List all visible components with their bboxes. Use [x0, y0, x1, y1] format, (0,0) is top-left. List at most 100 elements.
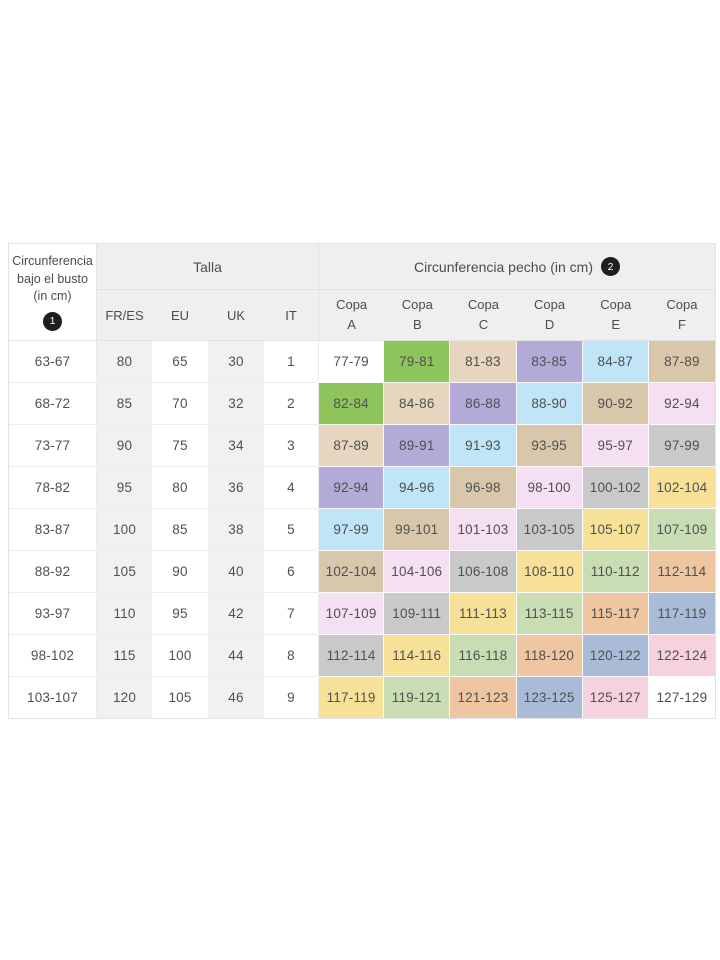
size-cell: 34: [208, 425, 264, 467]
cup-measurement-cell: 84-86: [384, 383, 451, 425]
cup-measurement-cell: 118-120: [516, 635, 583, 677]
cup-measurement-cell: 119-121: [384, 677, 451, 718]
size-cell: 9: [264, 677, 319, 718]
size-cell: 95: [152, 593, 208, 635]
cup-measurement-cell: 97-99: [318, 509, 385, 551]
cup-measurement-cell: 83-85: [516, 341, 583, 383]
size-cell: 5: [264, 509, 319, 551]
size-cell: 40: [208, 551, 264, 593]
cup-measurement-cell: 91-93: [450, 425, 517, 467]
cup-column-header: Copa F: [648, 290, 715, 341]
cup-column-header: Copa E: [582, 290, 649, 341]
cup-measurement-cell: 117-119: [648, 593, 715, 635]
cup-measurement-cell: 105-107: [582, 509, 649, 551]
cup-measurement-cell: 90-92: [582, 383, 649, 425]
cup-column-header: Copa A: [318, 290, 385, 341]
underbust-cell: 78-82: [9, 467, 97, 509]
table-row: 93-97 110 95 42 7 107-109 109-111 111-113 113-11…: [9, 593, 715, 635]
size-column-header: EU: [152, 290, 208, 341]
cup-column-header: Copa D: [516, 290, 583, 341]
size-cell: 120: [97, 677, 152, 718]
cup-measurement-cell: 98-100: [516, 467, 583, 509]
size-cell: 65: [152, 341, 208, 383]
size-cell: 6: [264, 551, 319, 593]
size-cell: 46: [208, 677, 264, 718]
cup-measurement-cell: 96-98: [450, 467, 517, 509]
size-cell: 95: [97, 467, 152, 509]
size-cell: 80: [97, 341, 152, 383]
size-cell: 115: [97, 635, 152, 677]
cup-measurement-cell: 111-113: [450, 593, 517, 635]
underbust-cell: 73-77: [9, 425, 97, 467]
cup-measurement-cell: 92-94: [648, 383, 715, 425]
size-cell: 2: [264, 383, 319, 425]
cup-measurement-cell: 108-110: [516, 551, 583, 593]
table-row: 73-77 90 75 34 3 87-89 89-91 91-93 93-95 95-97 97-…: [9, 425, 715, 467]
size-cell: 100: [152, 635, 208, 677]
size-cell: 1: [264, 341, 319, 383]
talla-group-header: Talla: [97, 244, 319, 290]
cup-measurement-cell: 92-94: [318, 467, 385, 509]
cup-measurement-cell: 116-118: [450, 635, 517, 677]
size-cell: 44: [208, 635, 264, 677]
cup-measurement-cell: 114-116: [384, 635, 451, 677]
cup-measurement-cell: 104-106: [384, 551, 451, 593]
underbust-column-header: Circunferencia bajo el busto (in cm) 1: [9, 244, 97, 341]
cup-measurement-cell: 107-109: [318, 593, 385, 635]
pecho-group-header: Circunferencia pecho (in cm) 2: [318, 244, 715, 290]
table-row: 103-107 120 105 46 9 117-119 119-121 121-123 123…: [9, 677, 715, 718]
cup-measurement-cell: 121-123: [450, 677, 517, 718]
underbust-header-label: Circunferencia bajo el busto (in cm): [12, 254, 93, 304]
cup-measurement-cell: 88-90: [516, 383, 583, 425]
table-header: Circunferencia bajo el busto (in cm) 1 T…: [9, 244, 715, 341]
footnote-badge-2: 2: [601, 257, 620, 276]
cup-measurement-cell: 102-104: [318, 551, 385, 593]
underbust-cell: 103-107: [9, 677, 97, 718]
size-column-header: FR/ES: [97, 290, 152, 341]
footnote-badge-1: 1: [43, 311, 62, 331]
table-row: 63-67 80 65 30 1 77-79 79-81 81-83 83-85 84-87 87-…: [9, 341, 715, 383]
size-column-header: UK: [208, 290, 264, 341]
cup-measurement-cell: 125-127: [582, 677, 649, 718]
group-header-row: Circunferencia bajo el busto (in cm) 1 T…: [9, 244, 715, 341]
size-cell: 80: [152, 467, 208, 509]
cup-measurement-cell: 100-102: [582, 467, 649, 509]
cup-measurement-cell: 81-83: [450, 341, 517, 383]
table-row: 78-82 95 80 36 4 92-94 94-96 96-98 98-100 100-102…: [9, 467, 715, 509]
pecho-header-label: Circunferencia pecho (in cm): [414, 258, 593, 275]
cup-measurement-cell: 107-109: [648, 509, 715, 551]
cup-measurement-cell: 122-124: [648, 635, 715, 677]
size-cell: 105: [97, 551, 152, 593]
cup-column-header: Copa C: [450, 290, 517, 341]
cup-measurement-cell: 95-97: [582, 425, 649, 467]
cup-measurement-cell: 127-129: [648, 677, 715, 718]
underbust-cell: 88-92: [9, 551, 97, 593]
size-cell: 4: [264, 467, 319, 509]
underbust-cell: 98-102: [9, 635, 97, 677]
cup-column-header: Copa B: [384, 290, 451, 341]
table-row: 88-92 105 90 40 6 102-104 104-106 106-108 108-11…: [9, 551, 715, 593]
cup-measurement-cell: 102-104: [648, 467, 715, 509]
cup-measurement-cell: 93-95: [516, 425, 583, 467]
cup-measurement-cell: 87-89: [648, 341, 715, 383]
size-cell: 110: [97, 593, 152, 635]
size-column-header: IT: [264, 290, 319, 341]
table-body: 63-67 80 65 30 1 77-79 79-81 81-83 83-85 84-87 87-…: [9, 341, 715, 718]
size-cell: 7: [264, 593, 319, 635]
size-cell: 90: [152, 551, 208, 593]
cup-measurement-cell: 87-89: [318, 425, 385, 467]
cup-measurement-cell: 112-114: [318, 635, 385, 677]
table-row: 98-102 115 100 44 8 112-114 114-116 116-118 118-…: [9, 635, 715, 677]
cup-measurement-cell: 106-108: [450, 551, 517, 593]
bra-size-chart-table: Circunferencia bajo el busto (in cm) 1 T…: [8, 243, 716, 719]
cup-measurement-cell: 97-99: [648, 425, 715, 467]
size-cell: 38: [208, 509, 264, 551]
size-cell: 32: [208, 383, 264, 425]
cup-measurement-cell: 110-112: [582, 551, 649, 593]
cup-measurement-cell: 101-103: [450, 509, 517, 551]
cup-measurement-cell: 99-101: [384, 509, 451, 551]
cup-measurement-cell: 115-117: [582, 593, 649, 635]
cup-measurement-cell: 77-79: [318, 341, 385, 383]
column-header-row: FR/ES EU UK IT Copa A Copa B Copa C Copa D Copa …: [9, 290, 715, 341]
